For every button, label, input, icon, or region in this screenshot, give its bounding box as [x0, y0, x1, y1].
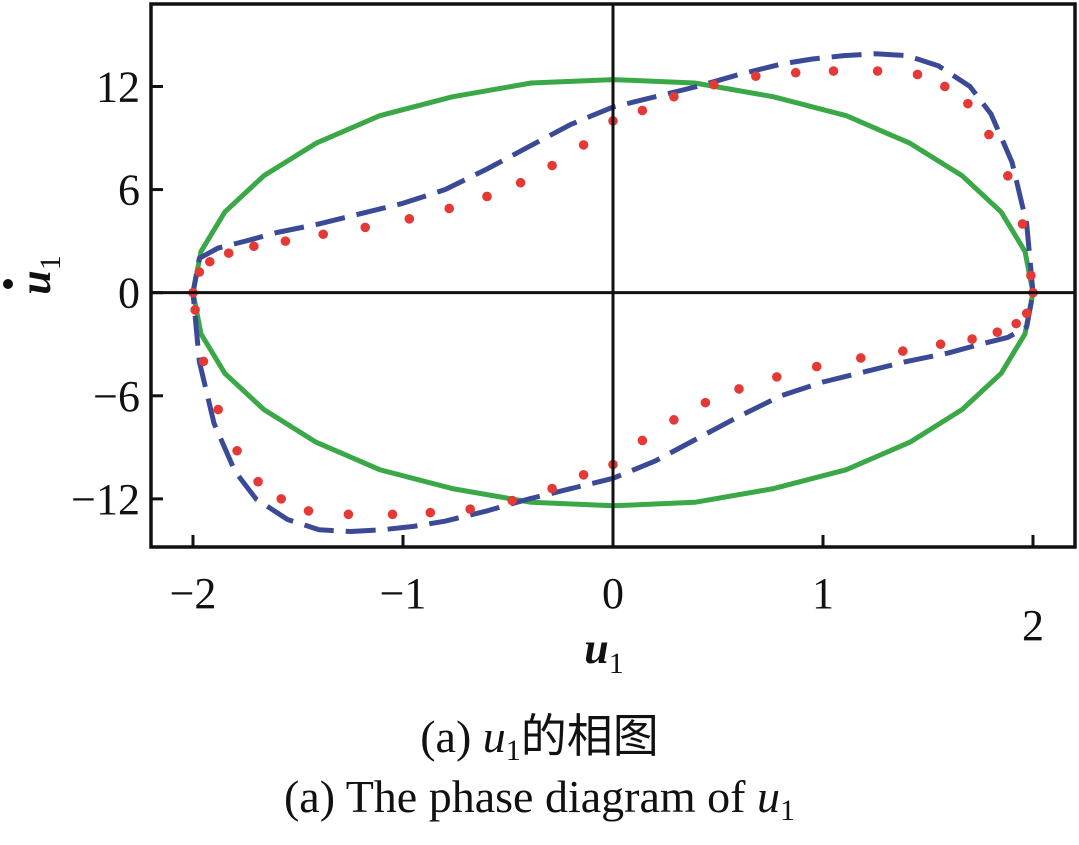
series-2-point	[898, 346, 908, 356]
y-tick-label: 12	[96, 62, 140, 111]
series-2-point	[198, 356, 209, 367]
caption-en-variable: u	[757, 771, 780, 822]
series-2-point	[1026, 270, 1036, 281]
y-tick-label: 6	[118, 166, 140, 215]
y-axis-label-main: u	[11, 270, 60, 294]
series-2-dotted	[188, 66, 1038, 520]
x-tick-label: 2	[1022, 601, 1044, 650]
series-2-point	[637, 105, 648, 116]
caption-zh-variable-sub: 1	[505, 734, 521, 767]
series-2-point	[700, 397, 711, 408]
x-axis-label-sub: 1	[609, 647, 624, 680]
series-2-point	[232, 445, 242, 456]
series-2-point	[190, 305, 200, 315]
series-2-point	[205, 256, 215, 267]
series-2-point	[303, 506, 314, 516]
y-tick-label: −12	[71, 475, 140, 524]
x-tick-label: 1	[812, 569, 834, 618]
series-2-point	[772, 372, 782, 382]
series-2-point	[734, 384, 744, 394]
series-2-point	[963, 98, 973, 109]
y-axis-label-sub: 1	[34, 255, 67, 270]
y-axis-label-dot-accent	[3, 279, 13, 289]
series-2-point	[444, 203, 455, 214]
series-2-point	[515, 177, 526, 188]
series-2-point	[425, 507, 436, 518]
series-2-point	[1017, 219, 1028, 229]
x-tick-label: −2	[170, 569, 217, 618]
series-2-point	[249, 241, 259, 252]
series-2-point	[912, 69, 923, 80]
y-tick-label: −6	[93, 372, 140, 421]
axes-layer	[149, 2, 1077, 549]
x-axis-label: u1	[584, 624, 623, 680]
series-2-point	[1021, 308, 1032, 319]
caption-en-variable-sub: 1	[780, 794, 795, 827]
series-2-point	[547, 160, 557, 171]
series-2-point	[1011, 318, 1021, 329]
series-2-point	[194, 267, 205, 277]
series-2-point	[482, 191, 492, 202]
series-2-point	[387, 509, 398, 520]
series-2-point	[940, 81, 950, 92]
series-2-point	[872, 66, 883, 76]
series-2-point	[318, 229, 329, 240]
series-2-point	[578, 140, 589, 150]
series-2-point	[669, 415, 679, 425]
series-2-point	[213, 404, 223, 415]
y-tick-label: 0	[118, 269, 140, 318]
series-2-point	[404, 213, 415, 224]
series-2-point	[578, 470, 589, 480]
caption-zh-variable: u	[482, 711, 506, 762]
x-axis-label-main: u	[584, 624, 608, 673]
series-2-point	[343, 509, 354, 520]
series-2-point	[828, 66, 839, 76]
series-2-point	[992, 327, 1003, 338]
series-2-point	[223, 248, 234, 258]
series-2-point	[967, 334, 977, 344]
series-2-point	[811, 361, 822, 372]
x-tick-label: 0	[602, 569, 624, 618]
series-2-point	[465, 504, 476, 514]
y-axis-label: u1	[3, 255, 67, 295]
series-2-point	[276, 494, 287, 504]
series-2-point	[751, 71, 761, 81]
caption-zh-prefix: (a)	[420, 711, 483, 762]
series-2-point	[637, 435, 648, 446]
series-2-point	[253, 476, 263, 487]
series-2-point	[360, 222, 371, 233]
series-2-point	[856, 353, 866, 363]
svg-text:u1: u1	[11, 255, 67, 294]
caption-english: (a) The phase diagram of u1	[0, 770, 1079, 828]
series-2-point	[984, 129, 994, 140]
series-2-point	[280, 236, 291, 246]
series-2-point	[790, 67, 801, 78]
series-2-point	[507, 495, 517, 506]
caption-en-text: (a) The phase diagram of	[283, 771, 757, 822]
series-2-point	[709, 79, 719, 90]
x-tick-label: −1	[380, 569, 427, 618]
series-2-point	[669, 91, 679, 102]
caption-chinese: (a) u1的相图	[0, 700, 1079, 768]
series-2-point	[935, 339, 946, 350]
caption-zh-text: 的相图	[520, 711, 659, 762]
series-2-point	[1003, 171, 1013, 181]
series-2-point	[547, 483, 557, 494]
